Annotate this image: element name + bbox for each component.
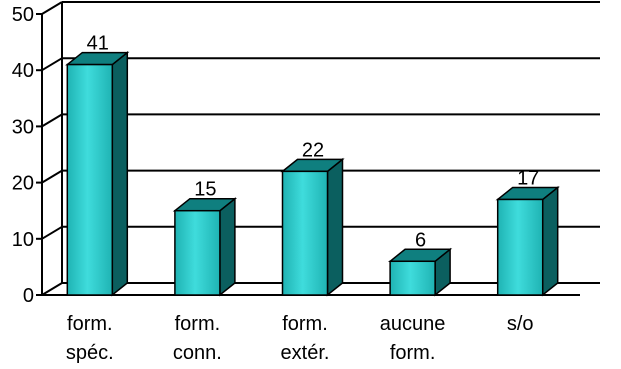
x-category-label-line: form. [390, 342, 436, 364]
bar-side [541, 185, 559, 297]
x-category-label-line: form. [67, 313, 113, 335]
labels: 0 10 20 30 40 50 41 form. spéc. 15 form. conn. 22 for… [12, 4, 540, 364]
bar [496, 198, 544, 296]
bar [174, 209, 221, 296]
x-category-label-line: spéc. [66, 342, 114, 364]
data-label: 6 [415, 229, 426, 251]
bar-side [111, 51, 129, 297]
gridline-depth [41, 57, 63, 72]
gridline-depth [41, 169, 63, 184]
data-label: 17 [517, 167, 539, 189]
gridline-depth [41, 282, 63, 296]
bar [66, 63, 114, 296]
bar [389, 260, 436, 296]
data-label: 15 [194, 179, 216, 201]
y-tick-label: 0 [23, 285, 34, 307]
x-category-label-line: s/o [507, 313, 534, 335]
y-tick-label: 30 [12, 116, 34, 138]
bar-side [219, 197, 236, 297]
x-category-label-line: aucune [380, 313, 446, 335]
data-label: 41 [87, 33, 109, 55]
bar [281, 170, 329, 296]
x-category-label-line: extér. [281, 342, 330, 364]
y-tick-label: 20 [12, 173, 34, 195]
gridline-depth [41, 225, 63, 240]
x-category-label: form. conn. [173, 313, 222, 364]
y-tick-label: 40 [12, 60, 34, 82]
x-category-label-line: form. [282, 313, 328, 335]
y-tick-label: 10 [12, 229, 34, 251]
x-category-label: form. extér. [281, 313, 330, 364]
x-category-label-line: form. [175, 313, 221, 335]
bars [65, 51, 560, 297]
bar-side [326, 157, 344, 297]
gridline-depth [41, 1, 63, 15]
gridline-depth [41, 113, 63, 128]
x-category-label: form. spéc. [66, 313, 114, 364]
y-tick-label: 50 [12, 4, 34, 26]
x-category-label: aucune form. [380, 313, 446, 364]
x-category-label: s/o [507, 313, 534, 335]
data-label: 22 [302, 139, 324, 161]
x-category-label-line: conn. [173, 342, 222, 364]
